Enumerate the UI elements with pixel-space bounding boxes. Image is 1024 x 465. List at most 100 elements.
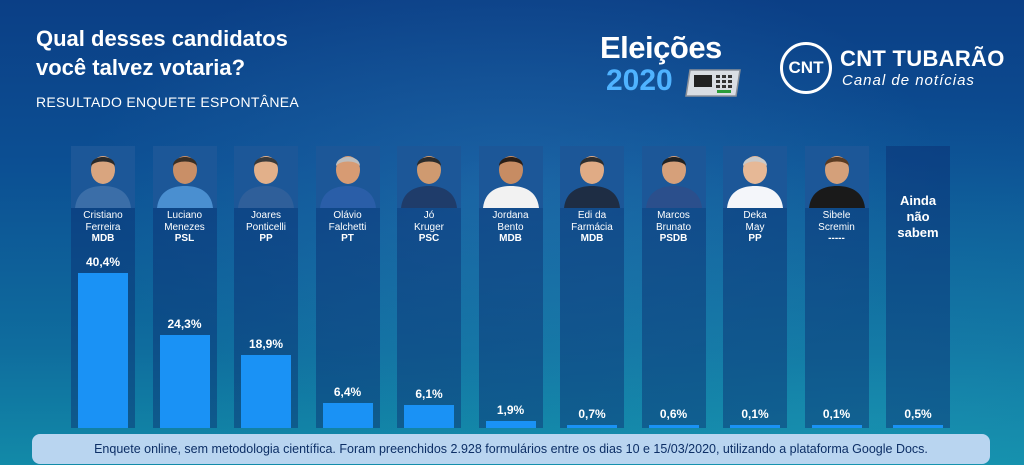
chart-title: Qual desses candidatos você talvez votar… bbox=[36, 24, 288, 82]
cnt-name: CNT TUBARÃO bbox=[840, 46, 1005, 71]
candidate-name: Cristiano Ferreira MDB bbox=[63, 210, 143, 245]
bar-value-label: 6,1% bbox=[415, 386, 443, 401]
ballot-box-icon bbox=[685, 69, 741, 97]
candidate-first-name: Sibele bbox=[822, 210, 851, 221]
title-line-1: Qual desses candidatos bbox=[36, 26, 288, 51]
candidate-party: PP bbox=[259, 233, 273, 244]
bar-value-label: 0,6% bbox=[659, 407, 688, 421]
bar bbox=[811, 425, 862, 428]
candidate-column bbox=[315, 146, 380, 428]
candidate-party: PSC bbox=[418, 233, 440, 244]
candidate-last-name: May bbox=[745, 221, 765, 233]
candidate-last-name: Kruger bbox=[413, 221, 444, 233]
candidate-column bbox=[886, 146, 950, 428]
candidate-photo bbox=[641, 146, 706, 208]
bar-value-label: 1,9% bbox=[496, 402, 525, 417]
person-icon bbox=[478, 146, 543, 208]
candidate-name: Luciano Menezes PSL bbox=[145, 210, 225, 245]
candidate-photo bbox=[560, 146, 624, 208]
person-icon bbox=[723, 146, 787, 208]
candidate-party: MDB bbox=[499, 233, 522, 244]
bar-value-label: 18,9% bbox=[248, 337, 284, 352]
bar bbox=[241, 355, 291, 428]
candidate-first-name: Jordana bbox=[492, 210, 529, 221]
chart-subtitle: RESULTADO ENQUETE ESPONTÂNEA bbox=[36, 94, 300, 110]
bar-value-label: 24,3% bbox=[167, 316, 202, 331]
bar bbox=[730, 425, 780, 428]
bar-value-label: 0,5% bbox=[904, 407, 932, 421]
candidate-first-name: Jó bbox=[423, 210, 435, 221]
candidate-column bbox=[723, 146, 787, 428]
cnt-tagline: Canal de notícias bbox=[842, 72, 975, 89]
candidate-last-name: Ferreira bbox=[85, 221, 121, 233]
candidate-name: Deka May PP bbox=[715, 210, 795, 245]
bar bbox=[322, 403, 373, 428]
candidate-party: PSDB bbox=[659, 233, 688, 244]
person-icon bbox=[397, 146, 461, 208]
candidate-first-name: Luciano bbox=[166, 210, 203, 221]
person-icon bbox=[641, 146, 706, 208]
candidate-last-name: Ponticelli bbox=[245, 221, 287, 233]
candidate-name: Edi da Farmácia MDB bbox=[552, 210, 632, 245]
person-icon bbox=[234, 146, 298, 208]
candidate-photo bbox=[397, 146, 461, 208]
bar bbox=[485, 420, 536, 428]
candidate-first-name: Marcos bbox=[657, 210, 690, 221]
candidate-name: Sibele Scremin ----- bbox=[797, 210, 877, 245]
candidate-party: MDB bbox=[580, 233, 604, 244]
candidate-photo bbox=[723, 146, 787, 208]
eleicoes-year: 2020 bbox=[606, 64, 673, 97]
candidate-last-name: Farmácia bbox=[571, 221, 613, 233]
candidate-last-name: Menezes bbox=[164, 221, 205, 233]
candidate-first-name: Deka bbox=[743, 210, 767, 221]
bar bbox=[159, 334, 210, 428]
bar-value-label: 0,1% bbox=[822, 407, 851, 421]
candidate-party: ----- bbox=[828, 233, 845, 244]
footnote: Enquete online, sem metodologia científi… bbox=[32, 434, 990, 464]
candidate-column bbox=[397, 146, 461, 428]
person-icon bbox=[71, 146, 135, 208]
bar bbox=[648, 425, 699, 428]
candidate-column bbox=[478, 146, 543, 428]
candidate-name: Jó Kruger PSC bbox=[389, 210, 469, 245]
person-icon bbox=[560, 146, 624, 208]
eleicoes-word: Eleições bbox=[600, 30, 722, 65]
candidate-name: Joares Ponticelli PP bbox=[226, 210, 306, 245]
candidate-column bbox=[804, 146, 869, 428]
person-icon bbox=[804, 146, 869, 208]
candidate-last-name: Falchetti bbox=[328, 221, 367, 233]
bar-value-label: 6,4% bbox=[333, 385, 362, 400]
person-icon bbox=[152, 146, 217, 208]
candidate-name: Marcos Brunato PSDB bbox=[634, 210, 714, 245]
undecided-label: Ainda não sabem bbox=[878, 193, 958, 241]
bar bbox=[567, 425, 617, 428]
undecided-label-line: sabem bbox=[897, 225, 939, 240]
candidate-party: PT bbox=[341, 233, 354, 244]
candidate-last-name: Scremin bbox=[818, 221, 855, 233]
candidate-column bbox=[641, 146, 706, 428]
bar-value-label: 0,1% bbox=[741, 407, 769, 421]
candidate-party: PP bbox=[748, 233, 762, 244]
candidate-first-name: Joares bbox=[250, 210, 281, 221]
candidate-photo bbox=[478, 146, 543, 208]
bar-value-label: 40,4% bbox=[85, 255, 121, 269]
eleicoes-2020-logo: Eleições 2020 bbox=[600, 30, 750, 100]
candidate-first-name: Edi da bbox=[577, 210, 607, 221]
candidate-last-name: Brunato bbox=[655, 221, 692, 233]
cnt-tubarao-logo: CNT CNT TUBARÃO Canal de notícias bbox=[780, 42, 1010, 100]
candidate-name: Olávio Falchetti PT bbox=[308, 210, 388, 245]
candidate-photo bbox=[152, 146, 217, 208]
bar-value-label: 0,7% bbox=[578, 407, 606, 421]
candidate-photo bbox=[71, 146, 135, 208]
candidate-first-name: Olávio bbox=[333, 210, 362, 221]
candidate-first-name: Cristiano bbox=[83, 210, 123, 221]
candidate-photo bbox=[315, 146, 380, 208]
cnt-badge: CNT bbox=[780, 42, 832, 94]
undecided-label-line: não bbox=[906, 209, 930, 224]
person-icon bbox=[315, 146, 380, 208]
candidate-name: Jordana Bento MDB bbox=[471, 210, 551, 245]
bar bbox=[78, 273, 128, 428]
bar bbox=[893, 425, 943, 428]
undecided-label-line: Ainda bbox=[899, 193, 937, 208]
candidate-party: MDB bbox=[91, 233, 115, 244]
